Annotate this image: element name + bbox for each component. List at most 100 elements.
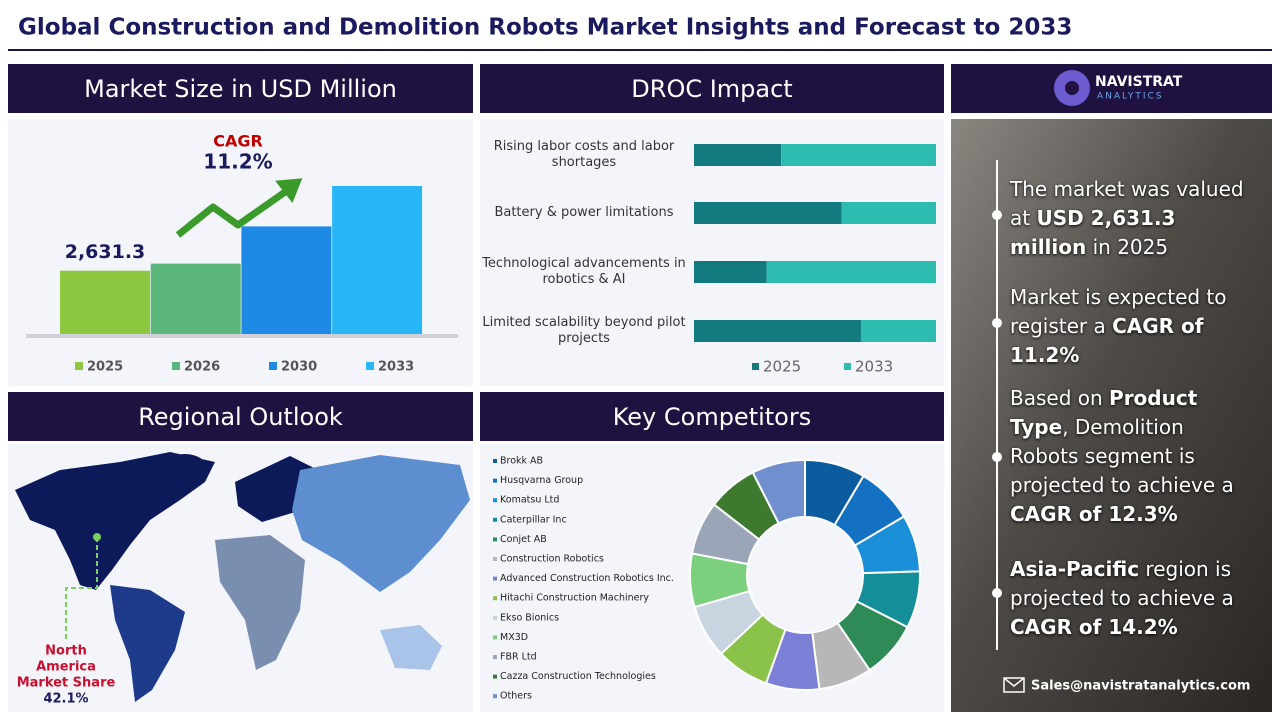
north-america — [15, 452, 215, 590]
timeline-dot — [992, 452, 1002, 462]
category-label: Rising labor costs and labor shortages — [493, 139, 675, 170]
cagr-label: CAGR — [213, 132, 263, 151]
legend-label: MX3D — [500, 632, 528, 643]
region-share: 42.1% — [43, 692, 88, 707]
legend-label: Others — [500, 691, 532, 702]
greenland — [163, 454, 207, 482]
insight-text: CAGR of 12.3% — [1010, 502, 1178, 526]
legend-label: 2026 — [184, 360, 220, 375]
insight-text: CAGR of 11.2% — [1010, 314, 1204, 367]
insight-text: region is projected to achieve a — [1010, 557, 1234, 610]
legend-swatch — [752, 363, 759, 370]
legend-label: 2030 — [281, 360, 317, 375]
insight-text: , Demolition Robots segment is projected… — [1010, 415, 1234, 497]
logo-bar — [951, 64, 1272, 113]
insight-text: The market was valued at — [1010, 177, 1244, 230]
legend-swatch — [493, 655, 497, 659]
legend-label: Komatsu Ltd — [500, 495, 559, 506]
map — [15, 452, 470, 702]
africa — [215, 535, 305, 670]
map-leader — [65, 537, 98, 640]
timeline-dots — [992, 210, 1002, 598]
legend-swatch — [493, 557, 497, 561]
category-label: Limited scalability beyond pilot project… — [482, 315, 686, 346]
legend-swatch — [493, 694, 497, 699]
legend-swatch — [493, 615, 497, 620]
legend-label: Advanced Construction Robotics Inc. — [500, 573, 674, 584]
insight: Asia-Pacific region is projected to achi… — [1010, 555, 1258, 642]
timeline-dot — [992, 588, 1002, 598]
logo — [1054, 70, 1090, 106]
legend-swatch — [493, 498, 497, 503]
bar — [150, 263, 241, 334]
bar — [241, 226, 332, 334]
panel-header: Market Size in USD Million — [8, 64, 473, 113]
insight-text: in 2025 — [1086, 235, 1169, 259]
legend-label: Construction Robotics — [500, 554, 604, 565]
legend-label: Conjet AB — [500, 534, 547, 545]
legend-swatch — [172, 362, 180, 370]
insight-text: Asia-Pacific — [1010, 557, 1140, 581]
legend-label: Cazza Construction Technologies — [500, 671, 656, 682]
donut-segment — [751, 458, 806, 525]
region-label: North — [45, 644, 87, 659]
legend-label: 2025 — [763, 358, 801, 376]
timeline-dot — [992, 318, 1002, 328]
insight: Market is expected to register a CAGR of… — [1010, 283, 1258, 370]
region-label: Market Share — [17, 676, 116, 691]
category-label: Battery & power limitations — [494, 205, 674, 220]
insight-text: Based on — [1010, 386, 1110, 410]
page-title: Global Construction and Demolition Robot… — [18, 15, 1072, 41]
bar-segment — [766, 261, 936, 283]
legend-swatch — [493, 674, 497, 679]
south-america — [110, 585, 185, 702]
insight-text: Market is expected to register a — [1010, 285, 1227, 338]
legend-swatch — [493, 478, 497, 483]
mail-icon-flap — [1003, 677, 1025, 687]
logo-core — [1065, 81, 1079, 95]
timeline-dot — [992, 210, 1002, 220]
asia — [292, 455, 470, 592]
legend-label: Husqvarna Group — [500, 475, 583, 486]
bar-segment — [694, 144, 782, 166]
legend-label: 2033 — [855, 358, 893, 376]
insight-text: CAGR of 14.2% — [1010, 615, 1178, 639]
growth-arrowhead — [275, 178, 303, 203]
bar-segment — [860, 320, 936, 342]
email: Sales@navistratanalytics.com — [1031, 679, 1250, 694]
panel-header: DROC Impact — [480, 64, 944, 113]
legend-label: Hitachi Construction Machinery — [500, 593, 649, 604]
brand-sub: ANALYTICS — [1097, 92, 1164, 102]
legend-swatch — [844, 363, 851, 370]
legend-swatch — [75, 362, 83, 370]
bar-segment — [694, 202, 842, 224]
data-label: 2,631.3 — [65, 241, 146, 263]
bar-segment — [841, 202, 936, 224]
legend-label: 2025 — [87, 360, 123, 375]
legend-swatch — [366, 362, 374, 370]
category-label: Technological advancements in robotics &… — [482, 256, 686, 287]
insight-text: Product Type — [1010, 386, 1198, 439]
legend-swatch — [269, 362, 277, 370]
legend-swatch — [493, 537, 497, 542]
bar-segment — [694, 261, 767, 283]
legend-swatch — [493, 517, 497, 522]
legend-swatch — [493, 596, 497, 601]
growth-arrow — [175, 189, 288, 238]
bar-segment — [781, 144, 936, 166]
panel-header: Regional Outlook — [8, 392, 473, 441]
bar — [332, 186, 423, 334]
legend-label: Caterpillar Inc — [500, 514, 567, 525]
legend-swatch — [493, 576, 497, 581]
legend-label: FBR Ltd — [500, 652, 537, 663]
australia — [380, 625, 442, 670]
cagr-value: 11.2% — [203, 150, 272, 174]
legend-label: Ekso Bionics — [500, 612, 559, 623]
insight: The market was valued at USD 2,631.3 mil… — [1010, 175, 1258, 262]
brand: NAVISTRAT — [1095, 74, 1183, 90]
bar-segment — [694, 320, 861, 342]
legend-swatch — [493, 459, 497, 463]
panel-header: Key Competitors — [480, 392, 944, 441]
